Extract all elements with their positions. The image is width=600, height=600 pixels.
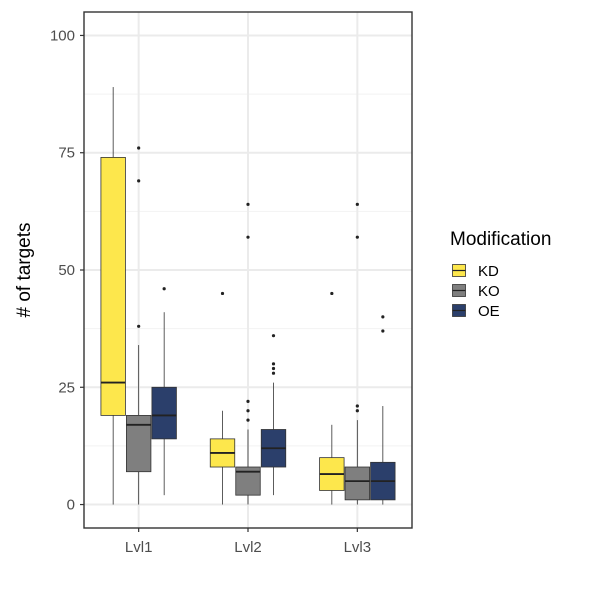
box-iqr — [100, 157, 126, 416]
y-tick-label: 0 — [67, 497, 75, 514]
x-tick-label: Lvl3 — [344, 539, 372, 556]
outlier-point — [271, 371, 276, 375]
legend-key-KO — [452, 284, 466, 297]
y-tick-label: 100 — [50, 27, 75, 44]
y-tick-label: 25 — [58, 379, 75, 396]
outlier-point — [355, 404, 359, 408]
outlier-point — [137, 179, 141, 183]
outlier-point — [330, 291, 334, 296]
outlier-point — [162, 287, 166, 291]
outlier-point — [246, 409, 250, 413]
outlier-point — [271, 334, 276, 338]
box-OE-Lvl1 — [151, 287, 177, 496]
box-KD-Lvl1 — [100, 87, 126, 505]
box-KO-Lvl2 — [235, 202, 261, 505]
y-axis-title: # of targets — [14, 222, 35, 317]
outlier-point — [137, 324, 141, 328]
box-KD-Lvl3 — [319, 291, 345, 505]
box-iqr — [344, 466, 370, 501]
outlier-point — [220, 291, 225, 296]
outlier-point — [246, 399, 250, 403]
y-axis: 0 25 50 75 100 — [50, 27, 84, 514]
outlier-point — [137, 146, 141, 150]
outlier-point — [246, 418, 250, 422]
outlier-point — [271, 366, 276, 371]
legend-label-KO: KO — [478, 283, 500, 300]
box-KD-Lvl2 — [209, 291, 236, 505]
outlier-point — [246, 235, 250, 239]
legend-key-OE — [452, 304, 466, 317]
box-iqr — [151, 386, 177, 440]
box-KO-Lvl1 — [126, 146, 152, 505]
outlier-point — [271, 362, 276, 366]
outlier-point — [381, 315, 385, 319]
outlier-point — [355, 235, 359, 239]
box-OE-Lvl2 — [260, 334, 287, 496]
outlier-point — [381, 329, 385, 333]
x-tick-label: Lvl2 — [234, 539, 262, 556]
box-iqr — [126, 415, 152, 473]
box-series — [100, 87, 396, 505]
legend: Modification KD KO OE — [450, 229, 551, 320]
outlier-point — [246, 202, 250, 206]
x-tick-label: Lvl1 — [125, 539, 153, 556]
legend-label-KD: KD — [478, 263, 499, 280]
outlier-point — [355, 202, 359, 206]
box-OE-Lvl3 — [370, 315, 396, 505]
x-axis: Lvl1 Lvl2 Lvl3 — [125, 528, 371, 556]
legend-key-KD — [452, 264, 466, 277]
legend-label-OE: OE — [478, 303, 500, 320]
y-tick-label: 50 — [58, 262, 75, 279]
outlier-point — [355, 409, 359, 413]
legend-title: Modification — [450, 229, 551, 250]
y-tick-label: 75 — [58, 145, 75, 162]
box-KO-Lvl3 — [344, 202, 370, 505]
